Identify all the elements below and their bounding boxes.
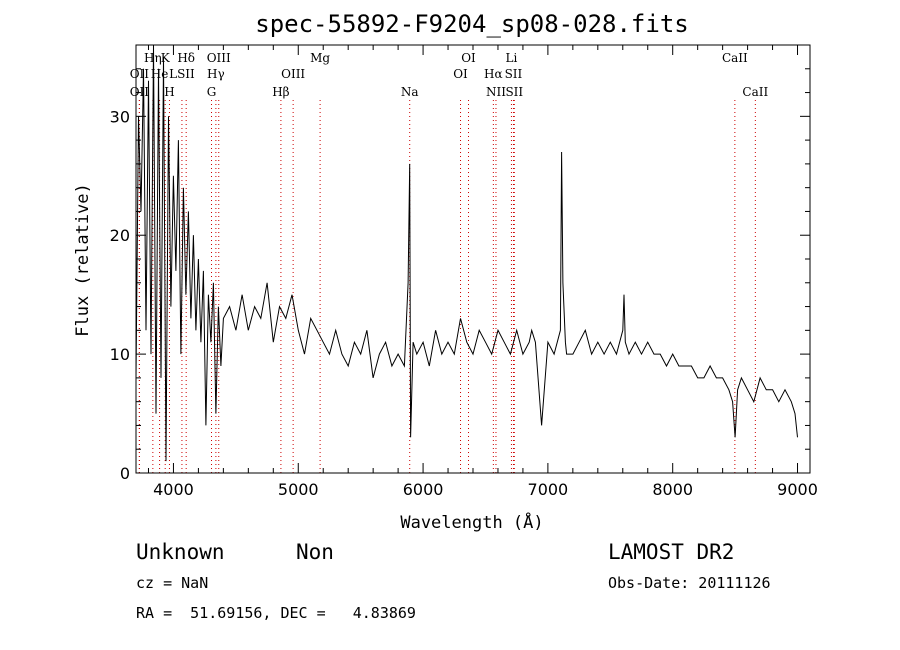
emission-line-label: OII	[130, 85, 150, 99]
x-tick-label: 4000	[153, 480, 194, 499]
emission-line-label: H	[164, 85, 174, 99]
emission-line-label: OI	[461, 51, 476, 65]
emission-line-label: OI	[453, 67, 468, 81]
chart-title: spec-55892-F9204_sp08-028.fits	[255, 10, 688, 38]
emission-line-label: Hη	[144, 51, 162, 65]
x-axis-label: Wavelength (Å)	[400, 511, 543, 533]
plot-frame	[135, 44, 811, 474]
y-axis-label: Flux (relative)	[73, 183, 93, 337]
axis-ticks: 4000 5000 6000 7000 8000 9000 0 10 20 30	[110, 45, 818, 499]
emission-line-label: CaII	[722, 51, 748, 65]
object-subclass: Non	[296, 540, 334, 564]
spectrum-series	[135, 44, 798, 462]
survey-name: LAMOST DR2	[608, 540, 735, 564]
emission-line-label: K	[161, 51, 171, 65]
emission-line-label: Hγ	[207, 67, 225, 81]
y-tick-label: 10	[110, 345, 130, 364]
object-class: Unknown	[136, 540, 225, 564]
emission-line-label: Mg	[310, 51, 330, 65]
x-tick-label: 6000	[403, 480, 444, 499]
emission-line-label: LSII	[169, 67, 195, 81]
y-tick-label: 0	[120, 464, 130, 483]
emission-line-label: Li	[506, 51, 518, 65]
emission-line-label: Na	[401, 85, 419, 99]
emission-line-label: OII	[130, 67, 150, 81]
emission-line-label: Hβ	[272, 85, 289, 99]
redshift-cz: cz = NaN	[136, 574, 209, 592]
emission-line-label: G	[207, 85, 217, 99]
y-tick-label: 30	[110, 107, 130, 126]
emission-line-label: SII	[505, 67, 523, 81]
emission-line-label: Hα	[484, 67, 503, 81]
x-tick-label: 5000	[278, 480, 319, 499]
emission-line-label: SII	[505, 85, 523, 99]
x-tick-label: 9000	[777, 480, 818, 499]
emission-line-label: OIII	[207, 51, 231, 65]
x-tick-label: 8000	[652, 480, 693, 499]
emission-line-label: Hδ	[177, 51, 195, 65]
emission-line-label: CaII	[742, 85, 768, 99]
emission-line-label: NII	[486, 85, 506, 99]
y-tick-label: 20	[110, 226, 130, 245]
x-tick-label: 7000	[528, 480, 569, 499]
coordinates: RA = 51.69156, DEC = 4.83869	[136, 604, 416, 622]
spectrum-line	[135, 44, 798, 462]
observation-date: Obs-Date: 20111126	[608, 574, 771, 592]
emission-line-label: OIII	[281, 67, 305, 81]
